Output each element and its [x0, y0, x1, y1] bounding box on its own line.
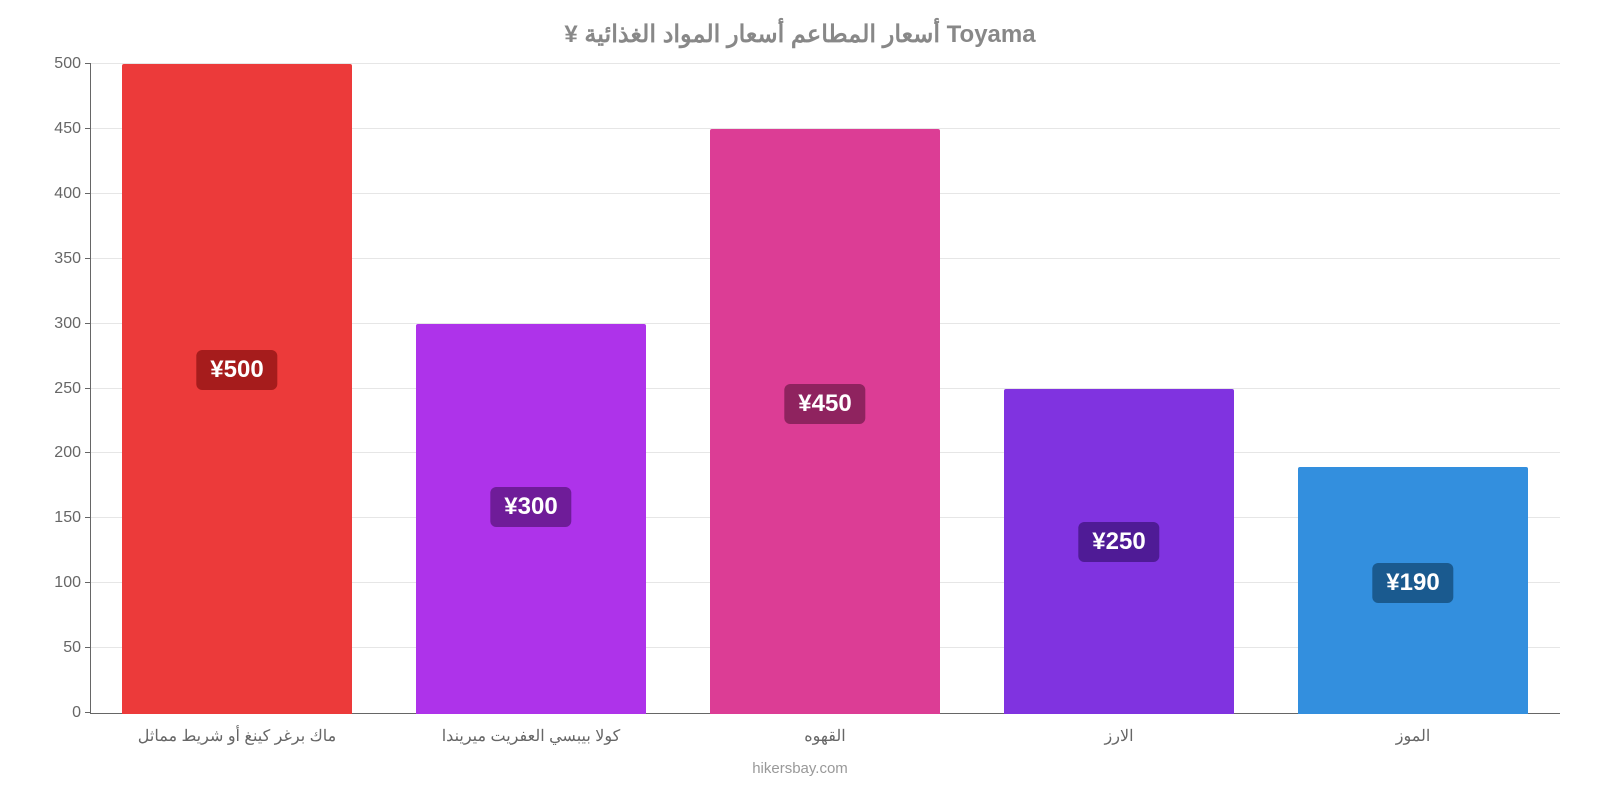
- bar: ¥300: [416, 324, 645, 714]
- y-axis-label: 100: [54, 574, 91, 592]
- y-axis-label: 350: [54, 250, 91, 268]
- x-axis-label: الارز: [972, 726, 1266, 746]
- y-axis-label: 0: [72, 704, 91, 722]
- bar-slot: ¥500: [90, 64, 384, 714]
- x-axis-label: ماك برغر كينغ أو شريط مماثل: [90, 726, 384, 746]
- value-badge: ¥500: [196, 350, 277, 390]
- chart-container: ¥ أسعار المطاعم أسعار المواد الغذائية To…: [0, 0, 1600, 800]
- value-badge: ¥450: [784, 384, 865, 424]
- chart-plot-area: 050100150200250300350400450500 ¥500¥300¥…: [90, 64, 1560, 714]
- bars-row: ¥500 ¥300 ¥450 ¥250 ¥190: [90, 64, 1560, 714]
- source-attribution: hikersbay.com: [40, 760, 1560, 777]
- y-axis-label: 300: [54, 315, 91, 333]
- y-axis-label: 450: [54, 120, 91, 138]
- bar-slot: ¥300: [384, 64, 678, 714]
- bar-slot: ¥450: [678, 64, 972, 714]
- y-axis-label: 250: [54, 380, 91, 398]
- y-axis-label: 50: [63, 639, 91, 657]
- bar-slot: ¥250: [972, 64, 1266, 714]
- bar: ¥250: [1004, 389, 1233, 714]
- bar-slot: ¥190: [1266, 64, 1560, 714]
- y-axis-label: 400: [54, 185, 91, 203]
- x-axis-labels: ماك برغر كينغ أو شريط مماثلكولا بيبسي ال…: [90, 726, 1560, 746]
- bar: ¥500: [122, 64, 351, 714]
- y-axis-label: 200: [54, 444, 91, 462]
- value-badge: ¥300: [490, 487, 571, 527]
- y-axis-label: 500: [54, 55, 91, 73]
- bar: ¥450: [710, 129, 939, 714]
- value-badge: ¥250: [1078, 522, 1159, 562]
- y-axis-label: 150: [54, 509, 91, 527]
- bar: ¥190: [1298, 467, 1527, 714]
- x-axis-label: كولا بيبسي العفريت ميريندا: [384, 726, 678, 746]
- x-axis-label: الموز: [1266, 726, 1560, 746]
- x-axis-label: القهوه: [678, 726, 972, 746]
- chart-title: ¥ أسعار المطاعم أسعار المواد الغذائية To…: [40, 20, 1560, 49]
- value-badge: ¥190: [1372, 563, 1453, 603]
